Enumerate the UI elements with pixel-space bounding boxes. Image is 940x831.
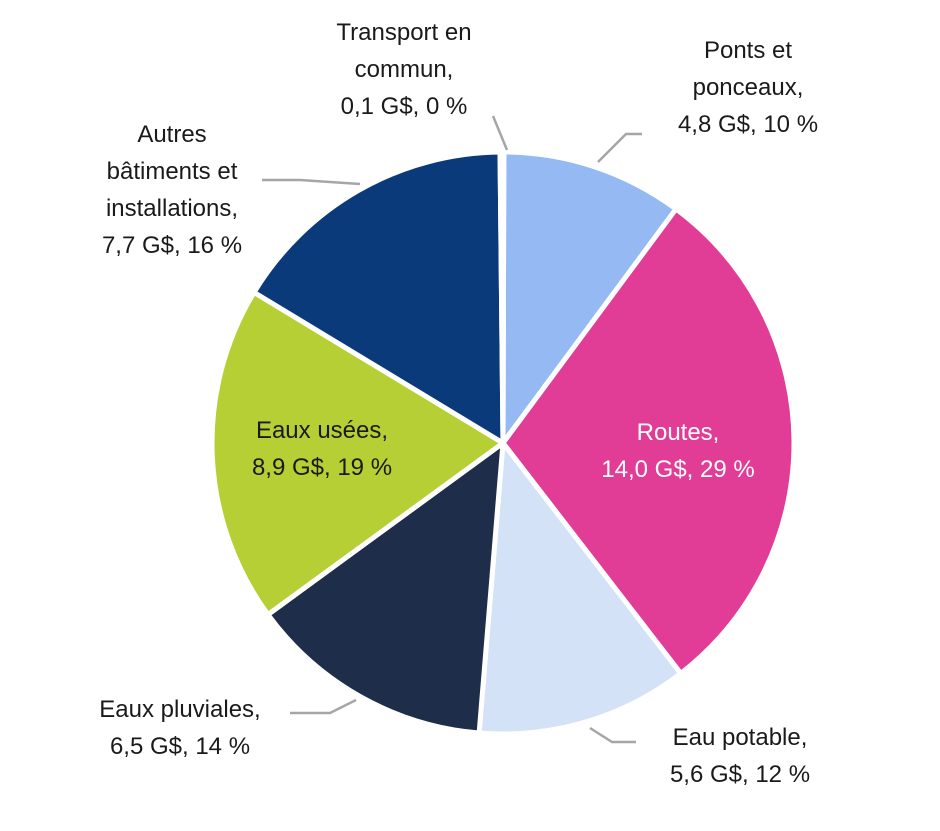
slice-label-line: Transport en — [336, 19, 471, 46]
slice-label-line: 5,6 G$, 12 % — [670, 761, 810, 788]
pie-slice-transport-en-commun — [497, 149, 507, 446]
pie-slice-eau-potable — [476, 440, 684, 737]
slice-label-line: 4,8 G$, 10 % — [678, 111, 818, 138]
pie-slice-autres-bâtiments-et-installations — [251, 149, 506, 446]
slice-label-line: Autres — [137, 121, 206, 148]
slice-label: Routes, 14,0 G$, 29 % — [601, 419, 754, 483]
slice-label-line: 8,9 G$, 19 % — [252, 454, 392, 481]
slice-label-line: bâtiments et — [107, 158, 238, 185]
slice-label-line: installations, — [106, 195, 238, 222]
leader-line — [589, 726, 636, 744]
leader-line — [491, 115, 509, 151]
pie-slice-ponts-et-ponceaux — [500, 149, 679, 446]
slice-label-line: 7,7 G$, 16 % — [102, 232, 242, 259]
pie-slice-eaux-pluviales — [265, 440, 506, 736]
slice-label-line: Eaux usées, — [256, 417, 388, 444]
slice-label-line: ponceaux, — [693, 74, 804, 101]
slice-label-line: commun, — [355, 56, 454, 83]
slice-label-line: 6,5 G$, 14 % — [110, 733, 250, 760]
leader-line — [290, 698, 357, 715]
pie-slice-routes — [500, 206, 797, 676]
slice-label-line: 0,1 G$, 0 % — [341, 93, 468, 120]
leader-line — [262, 178, 361, 186]
leader-line — [597, 132, 642, 163]
slice-label-line: Routes, — [637, 419, 720, 446]
slice-label-line: Eau potable, — [673, 724, 808, 751]
slice-label-line: Eaux pluviales, — [99, 696, 260, 723]
slice-label: Transport en commun, 0,1 G$, 0 % — [336, 19, 471, 120]
slice-label: Eau potable, 5,6 G$, 12 % — [670, 724, 810, 788]
slice-label: Ponts et ponceaux, 4,8 G$, 10 % — [678, 37, 818, 138]
slice-label-line: 14,0 G$, 29 % — [601, 456, 754, 483]
slice-label-line: Ponts et — [704, 37, 792, 64]
pie-slice-eaux-usées — [209, 289, 506, 618]
slice-label: Eaux usées, 8,9 G$, 19 % — [252, 417, 392, 481]
slice-label: Eaux pluviales, 6,5 G$, 14 % — [99, 696, 260, 760]
slice-label: Autres bâtiments et installations, 7,7 G$, … — [102, 121, 242, 259]
